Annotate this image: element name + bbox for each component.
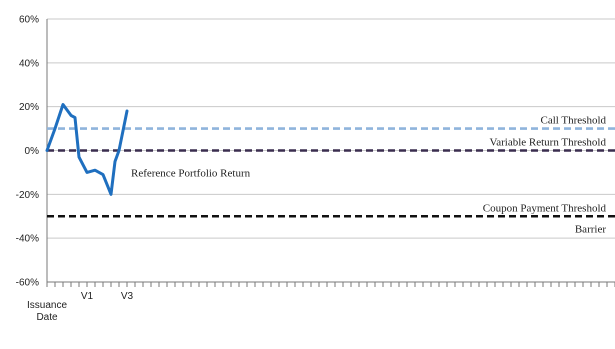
threshold-label: Barrier: [575, 223, 606, 235]
y-tick-label: -20%: [16, 190, 39, 201]
x-category-label: Date: [36, 312, 58, 323]
y-tick-label: 60%: [19, 15, 39, 26]
x-category-label: V1: [81, 291, 94, 302]
y-tick-label: 20%: [19, 102, 39, 113]
chart-labels: 60% 40% 20% 0% -20% -40% -60% Call Threshold Var…: [16, 15, 607, 324]
axes: [46, 19, 615, 287]
y-tick-label: 0%: [25, 146, 40, 157]
threshold-label: Call Threshold: [541, 115, 607, 127]
threshold-lines: [47, 127, 615, 218]
y-tick-label: -40%: [16, 234, 39, 245]
series-annotation: Reference Portfolio Return: [131, 167, 251, 179]
y-tick-label: -60%: [16, 278, 39, 289]
y-tick-label: 40%: [19, 58, 39, 69]
x-category-label: Issuance: [27, 300, 67, 311]
threshold-label: Variable Return Threshold: [490, 137, 607, 149]
gridlines: [47, 18, 615, 283]
threshold-label: Coupon Payment Threshold: [483, 202, 607, 214]
x-category-label: V3: [121, 291, 134, 302]
series-lines: [45, 103, 129, 196]
reference-portfolio-line: [45, 103, 129, 196]
